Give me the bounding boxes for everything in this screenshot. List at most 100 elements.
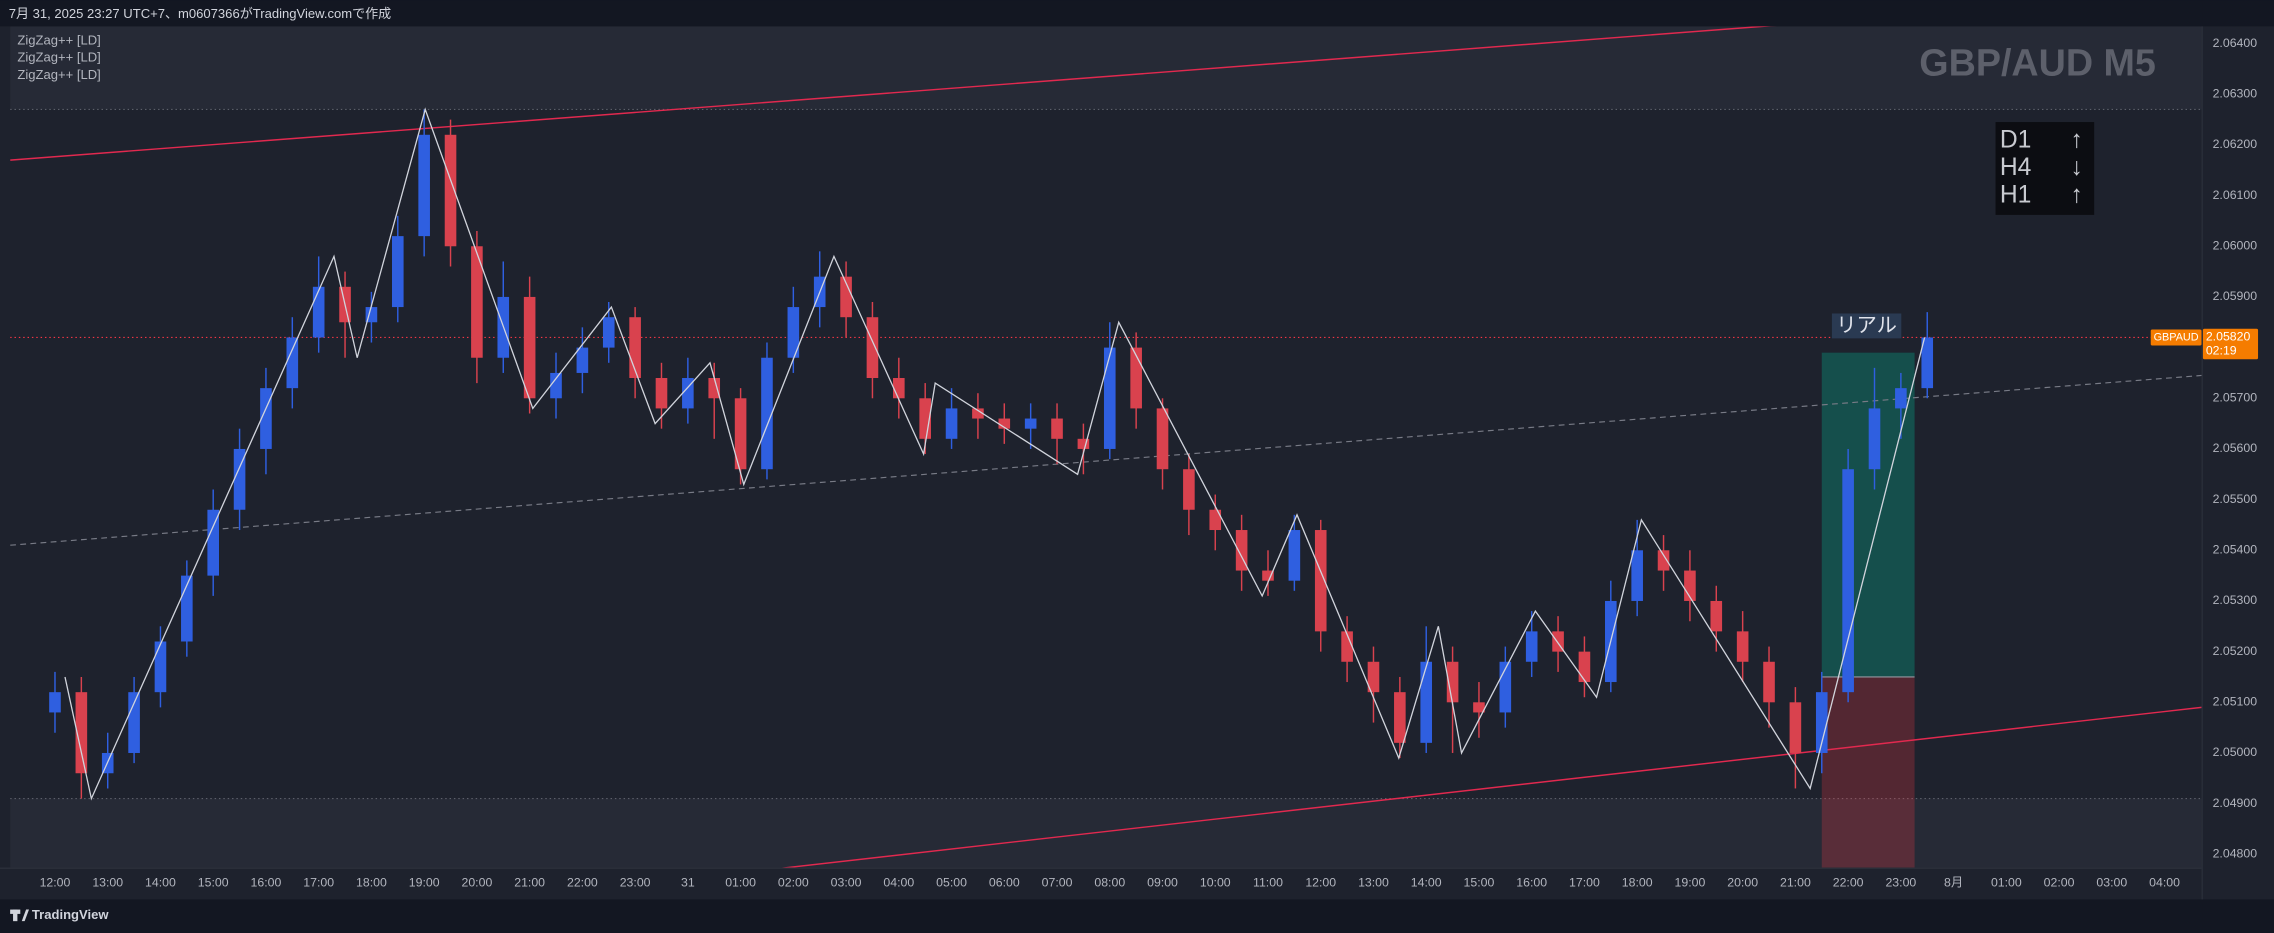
x-tick-label: 8月 [1944, 876, 1963, 890]
last-price-label: 2.05820 [2206, 330, 2251, 344]
watermark: GBP/AUD M5 [1919, 41, 2156, 83]
candle-body [49, 692, 61, 713]
candle-body [233, 448, 246, 510]
caption: 7月 31, 2025 23:27 UTC+7、m0607366がTrading… [9, 6, 392, 21]
candle-body [708, 378, 721, 399]
x-tick-label: 12:00 [1305, 876, 1336, 890]
x-tick-label: 13:00 [92, 876, 123, 890]
symbol-label: GBPAUD [2154, 331, 2199, 343]
candle-body [1235, 530, 1248, 571]
trend-timeframe: D1 [2000, 126, 2032, 153]
x-tick-label: 07:00 [1042, 876, 1073, 890]
x-tick-label: 16:00 [251, 876, 282, 890]
x-tick-label: 11:00 [1253, 876, 1283, 890]
candle-body [1763, 661, 1775, 703]
candle-body [1895, 388, 1907, 409]
brand-logo [10, 909, 30, 922]
position-stop [1821, 676, 1915, 868]
y-tick-label: 2.05300 [2213, 593, 2258, 607]
y-tick-label: 2.06000 [2213, 239, 2258, 253]
candle-body [629, 317, 641, 379]
y-tick-label: 2.05600 [2213, 441, 2258, 455]
candle-body [286, 337, 299, 389]
candle-body [1578, 651, 1591, 683]
x-tick-label: 19:00 [409, 876, 440, 890]
candle-body [1288, 530, 1301, 581]
candle-body [1156, 408, 1169, 470]
x-tick-label: 08:00 [1094, 876, 1125, 890]
x-tick-label: 12:00 [40, 876, 71, 890]
trend-timeframe: H1 [2000, 182, 2032, 209]
last-price-bg [2202, 328, 2259, 360]
candle-body [1921, 337, 1934, 389]
x-tick-label: 02:00 [778, 876, 809, 890]
candle-body [945, 408, 958, 439]
candle-body [444, 134, 457, 247]
candle-body [1130, 347, 1142, 409]
countdown-label: 02:19 [2206, 343, 2237, 357]
candle-body [1868, 408, 1881, 470]
trend-table [1995, 122, 2095, 215]
candle-body [1394, 692, 1406, 743]
candle-body [893, 378, 905, 399]
x-tick-label: 10:00 [1200, 876, 1231, 890]
position-label: リアル [1836, 315, 1897, 337]
indicator-legend[interactable]: ZigZag++ [LD] [17, 67, 100, 82]
indicator-legend[interactable]: ZigZag++ [LD] [17, 50, 100, 65]
candle-body [1262, 570, 1274, 581]
candle-body [1525, 631, 1538, 662]
chart-background [0, 26, 2274, 900]
candle-body [1842, 469, 1854, 693]
candle-body [1499, 661, 1512, 713]
candle-body [181, 575, 193, 642]
trend-arrow: ↑ [2071, 182, 2083, 209]
candle-body [602, 317, 615, 348]
y-tick-label: 2.06200 [2213, 137, 2258, 151]
channel-line [10, 374, 2202, 546]
x-tick-label: 03:00 [2096, 876, 2127, 890]
range-shade [10, 798, 2202, 868]
candle-body [312, 286, 325, 338]
x-tick-label: 14:00 [1411, 876, 1442, 890]
trend-arrow: ↓ [2071, 154, 2083, 181]
candle-body [471, 246, 483, 358]
x-tick-label: 09:00 [1147, 876, 1178, 890]
candle-body [1209, 509, 1222, 531]
y-tick-label: 2.05200 [2213, 644, 2258, 658]
candle-body [998, 418, 1011, 429]
y-tick-label: 2.06100 [2213, 188, 2258, 202]
y-tick-label: 2.05100 [2213, 695, 2258, 709]
x-tick-label: 06:00 [989, 876, 1020, 890]
candle-body [1024, 418, 1037, 429]
candle-body [1103, 347, 1116, 449]
x-tick-label: 01:00 [725, 876, 756, 890]
candle-body [365, 307, 378, 323]
x-tick-label: 23:00 [620, 876, 651, 890]
trend-timeframe: H4 [2000, 154, 2032, 181]
candle-body [972, 408, 984, 419]
candle-body [919, 398, 931, 439]
channel-line [781, 706, 2202, 868]
candle-body [1420, 661, 1433, 743]
x-tick-label: 05:00 [936, 876, 967, 890]
candle-body [154, 641, 167, 693]
candle-body [576, 347, 589, 373]
x-tick-label: 02:00 [2044, 876, 2075, 890]
x-tick-label: 13:00 [1358, 876, 1389, 890]
candle-body [1815, 692, 1828, 753]
x-tick-label: 03:00 [831, 876, 862, 890]
channel-line [10, 26, 1773, 161]
x-tick-label: 01:00 [1991, 876, 2022, 890]
candle-body [761, 357, 773, 470]
x-tick-label: 21:00 [1780, 876, 1811, 890]
candle-body [1446, 661, 1459, 703]
indicator-legend[interactable]: ZigZag++ [LD] [17, 32, 100, 47]
x-tick-label: 18:00 [1622, 876, 1653, 890]
x-tick-label: 14:00 [145, 876, 176, 890]
x-tick-label: 18:00 [356, 876, 387, 890]
candle-body [734, 398, 747, 470]
candle-body [1341, 631, 1353, 662]
candle-body [1552, 631, 1564, 652]
